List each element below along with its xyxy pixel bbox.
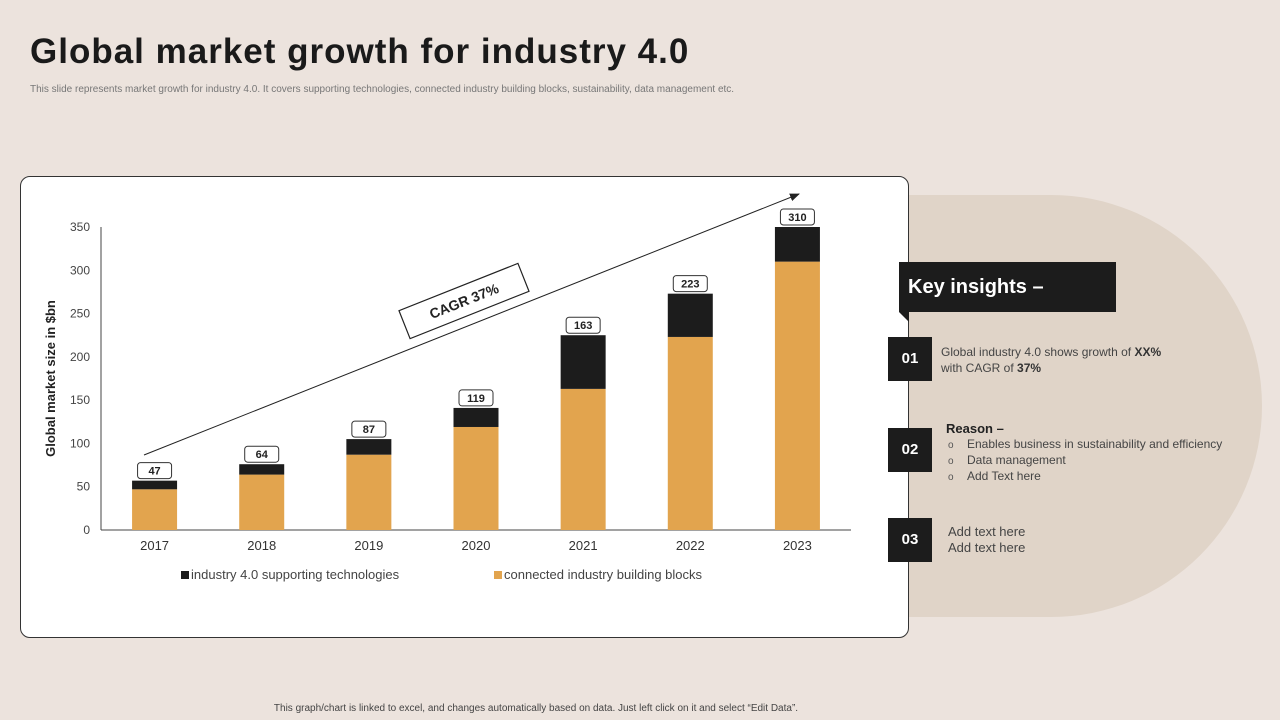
data-label-box (565, 316, 601, 334)
bar-supporting-tech (239, 464, 285, 475)
insight-03-line: Add text here (948, 540, 1026, 555)
insight-01-cagr-value: 37% (1017, 361, 1042, 375)
bar-connected-blocks (774, 261, 820, 530)
y-axis-title: Global market size in $bn (43, 300, 58, 457)
insight-number-03: 03 (888, 518, 932, 562)
insight-02-bullet: Enables business in sustainability and e… (946, 437, 1246, 453)
insight-number-01: 01 (888, 337, 932, 381)
y-tick-label: 250 (70, 307, 90, 321)
x-tick-label: 2018 (247, 538, 276, 553)
data-label: 310 (788, 212, 806, 224)
y-tick-label: 0 (83, 523, 90, 537)
bar-connected-blocks (453, 426, 499, 530)
insight-02-title: Reason – (946, 421, 1004, 436)
y-tick-label: 200 (70, 350, 90, 364)
insight-02-text: Reason – Enables business in sustainabil… (946, 421, 1246, 485)
data-label: 64 (256, 449, 269, 461)
legend-swatch-connected-blocks (494, 571, 502, 579)
bar-connected-blocks (667, 336, 713, 530)
data-label: 87 (363, 424, 375, 436)
stacked-bar-chart[interactable]: 0 50 100 150 200 250 300 350 Global market size … (21, 177, 910, 639)
bar-supporting-tech (132, 480, 178, 490)
x-tick-label: 2021 (569, 538, 598, 553)
bar-connected-blocks (560, 388, 606, 530)
footnote: This graph/chart is linked to excel, and… (273, 703, 799, 714)
y-tick-label: 100 (70, 436, 90, 450)
insight-02-bullet: Add Text here (946, 469, 1246, 485)
insight-02-bullet: Data management (946, 453, 1246, 469)
bar-supporting-tech (453, 407, 499, 427)
data-label-box (137, 462, 173, 480)
insight-03-line: Add text here (948, 524, 1026, 539)
legend-label-supporting-tech: industry 4.0 supporting technologies (191, 567, 400, 582)
legend-label-connected-blocks: connected industry building blocks (504, 567, 703, 582)
bar-supporting-tech (560, 335, 606, 389)
data-label-box (351, 420, 387, 438)
cagr-box (398, 262, 530, 340)
page-subtitle: This slide represents market growth for … (30, 84, 735, 95)
insight-03-text: Add text here Add text here (948, 524, 1148, 556)
insight-number-02: 02 (888, 428, 932, 472)
bar-supporting-tech (667, 293, 713, 337)
legend-swatch-supporting-tech (181, 571, 189, 579)
data-label: 119 (467, 393, 485, 405)
y-tick-label: 150 (70, 393, 90, 407)
cagr-arrow (143, 193, 800, 456)
page-title: Global market growth for industry 4.0 (30, 32, 690, 71)
key-insights-header: Key insights – (899, 262, 1116, 312)
insight-01-text: Global industry 4.0 shows growth of XX% … (941, 344, 1231, 376)
bar-connected-blocks (132, 489, 178, 530)
x-tick-label: 2023 (783, 538, 812, 553)
insight-01-text-pre: Global industry 4.0 shows growth of (941, 345, 1135, 359)
x-tick-label: 2020 (462, 538, 491, 553)
x-tick-label: 2022 (676, 538, 705, 553)
data-label: 223 (681, 279, 699, 291)
insight-01-text-mid: with CAGR of (941, 361, 1018, 375)
y-tick-label: 300 (70, 263, 90, 277)
data-label: 47 (148, 466, 160, 478)
data-label-box (458, 389, 494, 407)
y-tick-label: 50 (77, 480, 91, 494)
bar-connected-blocks (239, 474, 285, 530)
data-label-box (672, 275, 708, 293)
bar-supporting-tech (346, 439, 392, 455)
key-insights-notch (899, 312, 909, 322)
bar-connected-blocks (346, 454, 392, 530)
data-label-box (779, 208, 815, 226)
x-tick-label: 2019 (354, 538, 383, 553)
x-tick-label: 2017 (140, 538, 169, 553)
chart-card: 0 50 100 150 200 250 300 350 Global market size … (20, 176, 909, 638)
insight-01-growth-value: XX% (1134, 345, 1162, 359)
data-label-box (244, 445, 280, 463)
bar-supporting-tech (774, 227, 820, 262)
data-label: 163 (574, 320, 592, 332)
y-tick-label: 350 (70, 220, 90, 234)
insight-02-bullets: Enables business in sustainability and e… (946, 437, 1246, 485)
